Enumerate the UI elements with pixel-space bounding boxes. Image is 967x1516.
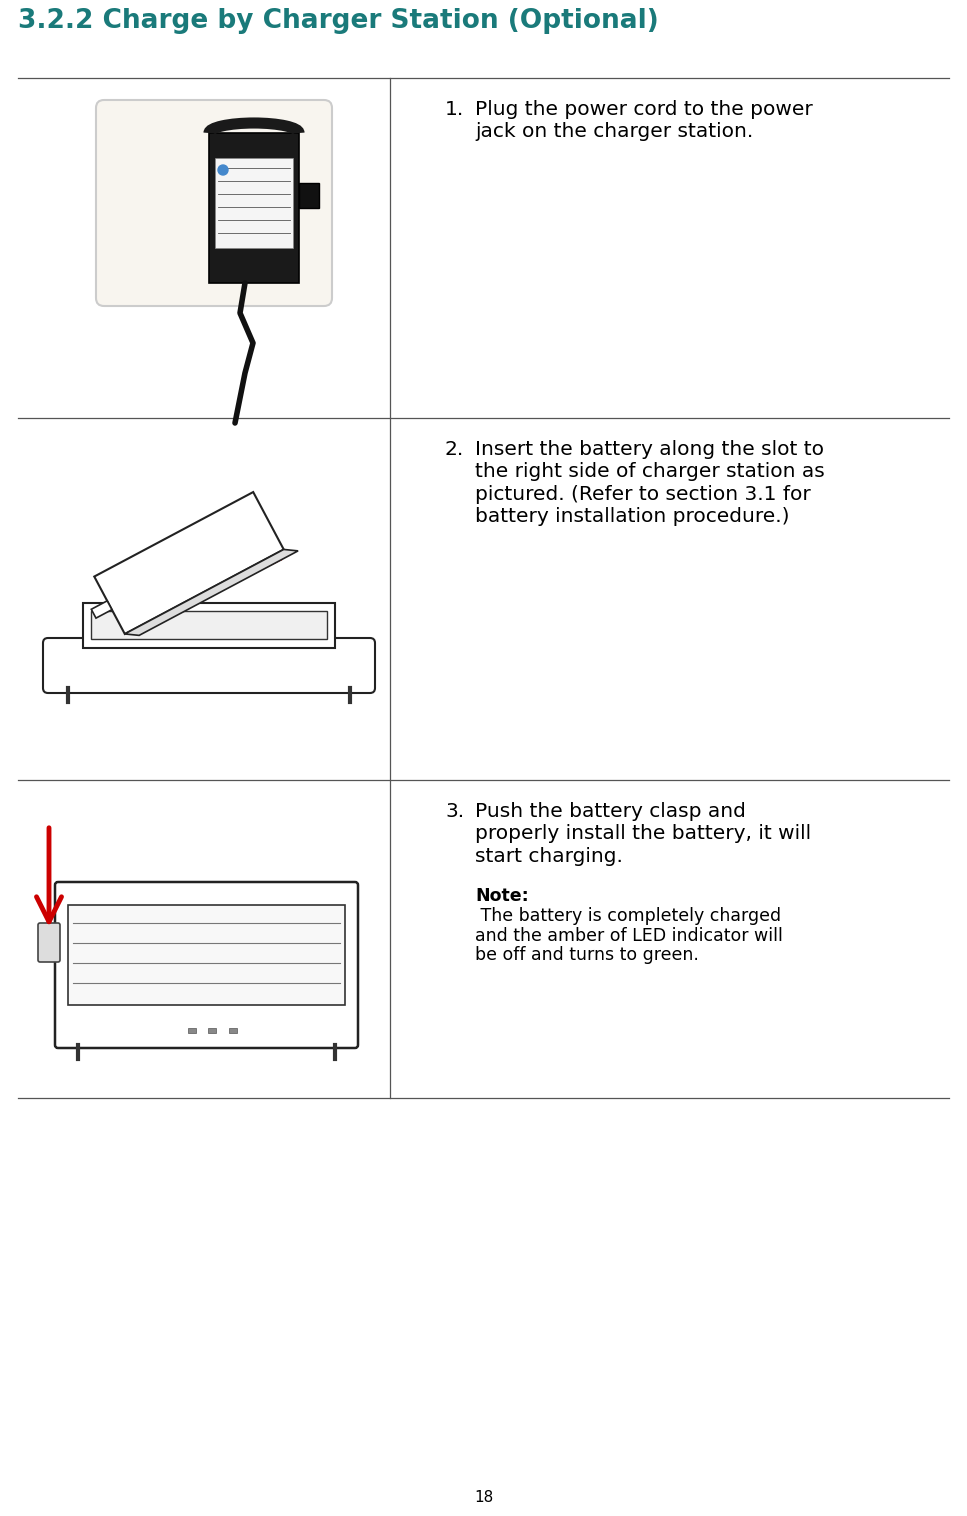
- Polygon shape: [125, 549, 298, 635]
- Bar: [91, 611, 327, 640]
- Text: 1.: 1.: [445, 100, 464, 118]
- Polygon shape: [91, 600, 112, 619]
- Bar: [299, 183, 319, 208]
- Text: 18: 18: [474, 1490, 493, 1505]
- Text: Push the battery clasp and: Push the battery clasp and: [475, 802, 746, 822]
- Bar: [68, 905, 345, 1005]
- Text: Plug the power cord to the power: Plug the power cord to the power: [475, 100, 812, 118]
- FancyBboxPatch shape: [38, 923, 60, 963]
- Text: The battery is completely charged: The battery is completely charged: [475, 908, 781, 925]
- FancyBboxPatch shape: [55, 882, 358, 1048]
- Text: properly install the battery, it will: properly install the battery, it will: [475, 825, 811, 843]
- Bar: [83, 603, 335, 647]
- FancyBboxPatch shape: [96, 100, 332, 306]
- Text: and the amber of LED indicator will: and the amber of LED indicator will: [475, 926, 783, 944]
- Text: battery installation procedure.): battery installation procedure.): [475, 508, 789, 526]
- FancyBboxPatch shape: [43, 638, 375, 693]
- Bar: [188, 1028, 195, 1032]
- Text: 2.: 2.: [445, 440, 464, 459]
- Bar: [215, 158, 293, 249]
- Text: Note:: Note:: [475, 887, 529, 905]
- Text: be off and turns to green.: be off and turns to green.: [475, 946, 699, 964]
- Text: pictured. (Refer to section 3.1 for: pictured. (Refer to section 3.1 for: [475, 485, 810, 503]
- Bar: [209, 133, 299, 283]
- Bar: [209, 1028, 217, 1032]
- Text: start charging.: start charging.: [475, 847, 623, 866]
- Text: jack on the charger station.: jack on the charger station.: [475, 123, 753, 141]
- Bar: [229, 1028, 237, 1032]
- Circle shape: [218, 165, 228, 174]
- Text: 3.: 3.: [445, 802, 464, 822]
- Polygon shape: [94, 493, 283, 634]
- Text: Insert the battery along the slot to: Insert the battery along the slot to: [475, 440, 824, 459]
- Text: the right side of charger station as: the right side of charger station as: [475, 462, 825, 482]
- Text: 3.2.2 Charge by Charger Station (Optional): 3.2.2 Charge by Charger Station (Optiona…: [18, 8, 659, 33]
